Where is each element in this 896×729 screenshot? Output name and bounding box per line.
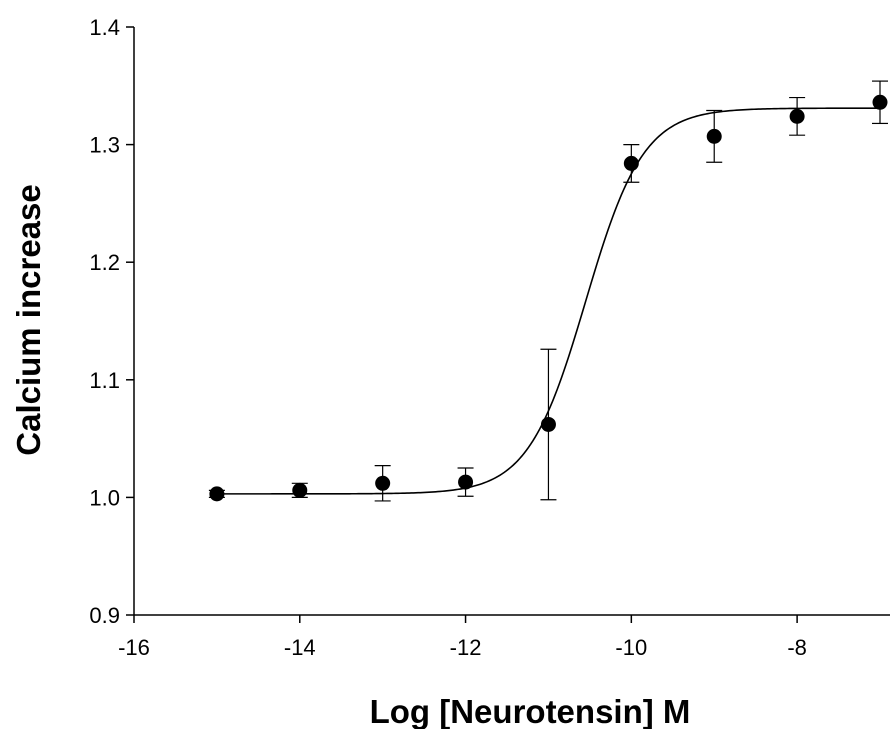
x-tick-label: -16 [118, 635, 150, 660]
y-tick-label: 1.0 [89, 485, 120, 510]
y-tick-label: 0.9 [89, 603, 120, 628]
data-point [292, 482, 308, 498]
x-axis-title: Log [Neurotensin] M [370, 693, 691, 729]
x-tick-label: -8 [787, 635, 807, 660]
y-axis-title: Calcium increase [10, 184, 47, 455]
data-point [872, 94, 888, 110]
data-point [706, 128, 722, 144]
axes [133, 27, 890, 616]
x-tick-label: -10 [615, 635, 647, 660]
x-tick-label: -12 [450, 635, 482, 660]
y-tick-label: 1.2 [89, 250, 120, 275]
ticks: 0.9 1.0 1.1 1.2 1.3 1.4 -16 -14 -12 -10 -8 [89, 15, 806, 660]
x-tick-label: -14 [284, 635, 316, 660]
data-point [458, 474, 474, 490]
y-tick-label: 1.4 [89, 15, 120, 40]
data-point [623, 155, 639, 171]
data-point [375, 475, 391, 491]
data-point [209, 486, 225, 502]
error-bars [208, 80, 888, 502]
data-points [209, 94, 888, 502]
y-tick-label: 1.1 [89, 368, 120, 393]
data-point [540, 416, 556, 432]
y-tick-label: 1.3 [89, 133, 120, 158]
data-point [789, 108, 805, 124]
